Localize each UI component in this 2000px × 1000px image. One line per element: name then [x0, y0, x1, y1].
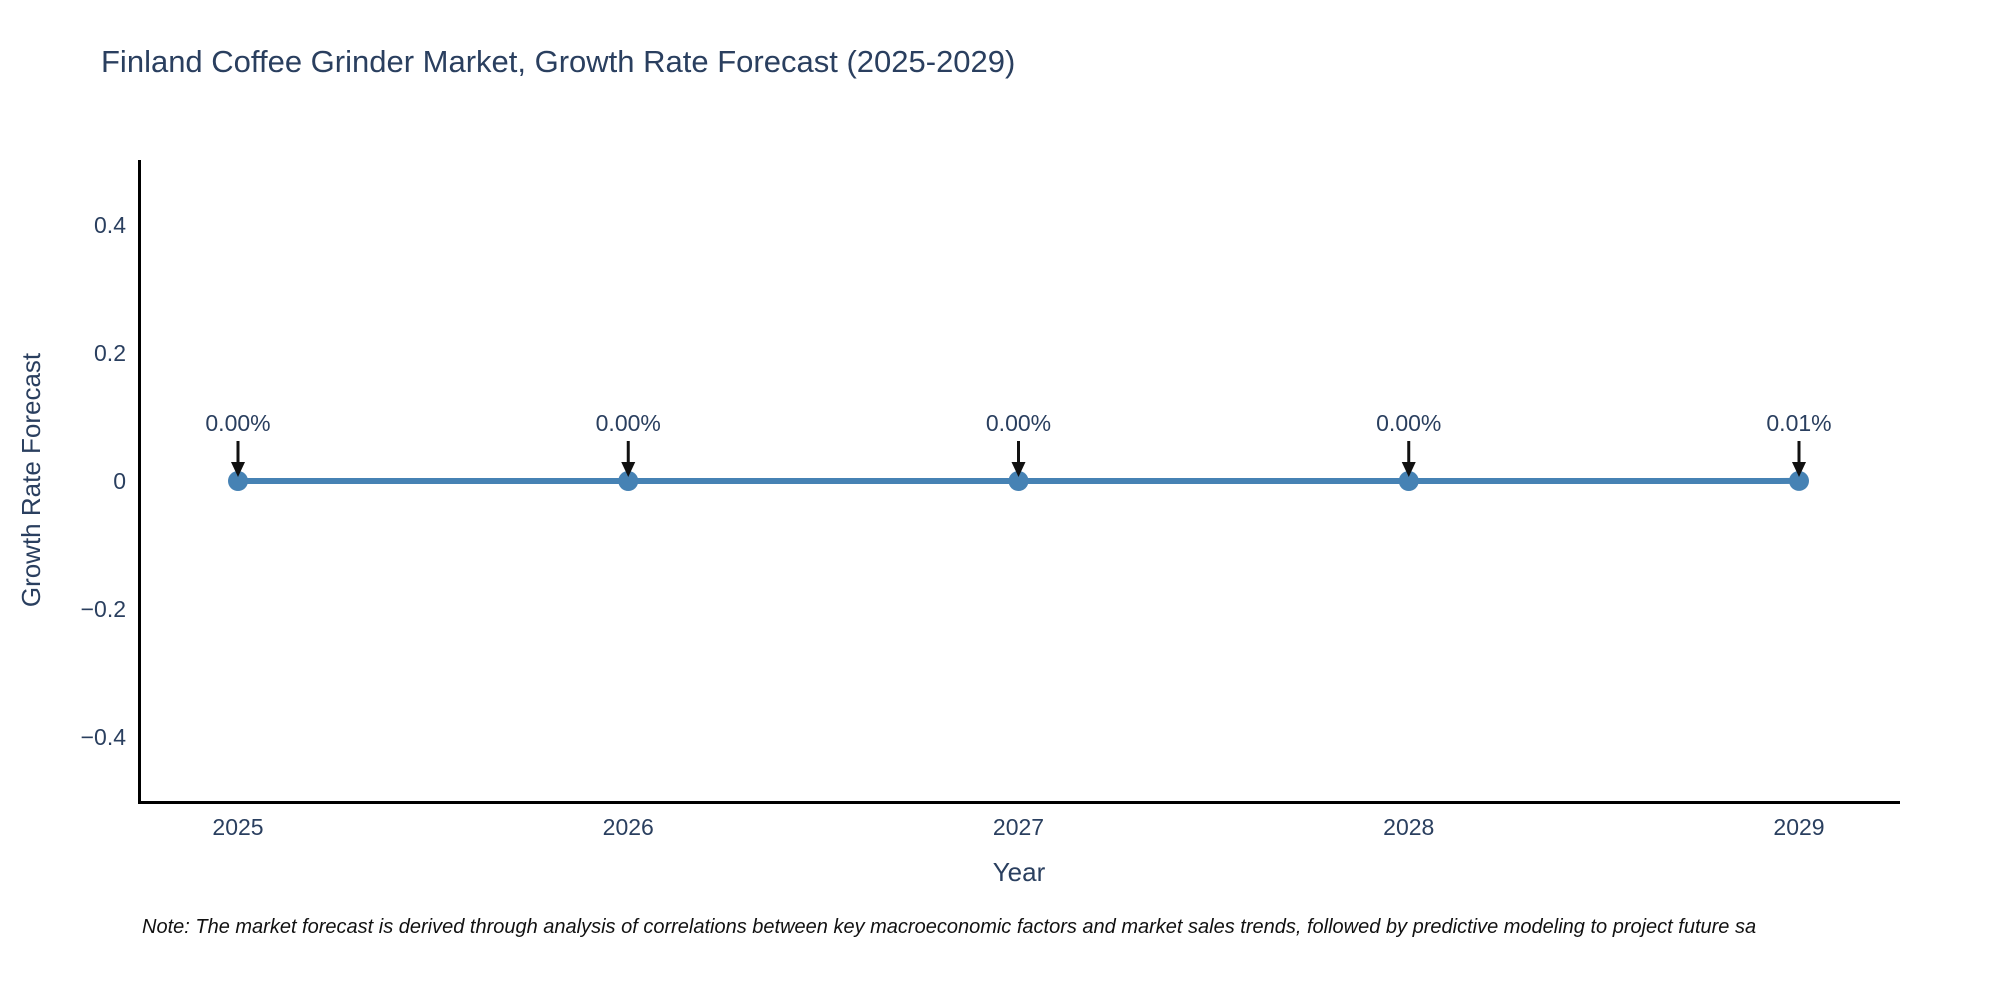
x-tick-label: 2028 [1383, 814, 1434, 840]
annotation-arrowhead [1792, 462, 1806, 477]
point-value-label: 0.00% [205, 410, 270, 436]
x-axis-title: Year [993, 857, 1046, 887]
data-point [1008, 471, 1029, 491]
annotation-arrowhead [621, 462, 636, 477]
point-value-label: 0.00% [1376, 410, 1441, 436]
point-value-label: 0.00% [596, 410, 661, 436]
x-tick-label: 2025 [212, 814, 263, 840]
y-tick-label: −0.4 [81, 724, 127, 750]
annotation-arrowhead [1011, 462, 1026, 477]
y-axis-title: Growth Rate Forecast [16, 352, 46, 607]
y-tick-label: 0.4 [94, 212, 126, 238]
footnote: Note: The market forecast is derived thr… [142, 916, 1757, 938]
x-tick-label: 2027 [993, 814, 1044, 840]
y-tick-label: 0.2 [94, 340, 126, 366]
x-tick-label: 2026 [603, 814, 654, 840]
data-point [618, 471, 639, 491]
point-value-label: 0.01% [1766, 410, 1831, 436]
point-value-label: 0.00% [986, 410, 1051, 436]
annotation-arrowhead [231, 462, 245, 477]
y-tick-label: 0 [113, 468, 126, 494]
data-point [228, 471, 248, 491]
data-point [1789, 470, 1809, 491]
annotation-arrowhead [1401, 462, 1416, 477]
x-tick-label: 2029 [1773, 814, 1824, 840]
chart-title: Finland Coffee Grinder Market, Growth Ra… [101, 44, 1016, 79]
data-point [1398, 471, 1419, 491]
y-tick-label: −0.2 [81, 596, 126, 622]
